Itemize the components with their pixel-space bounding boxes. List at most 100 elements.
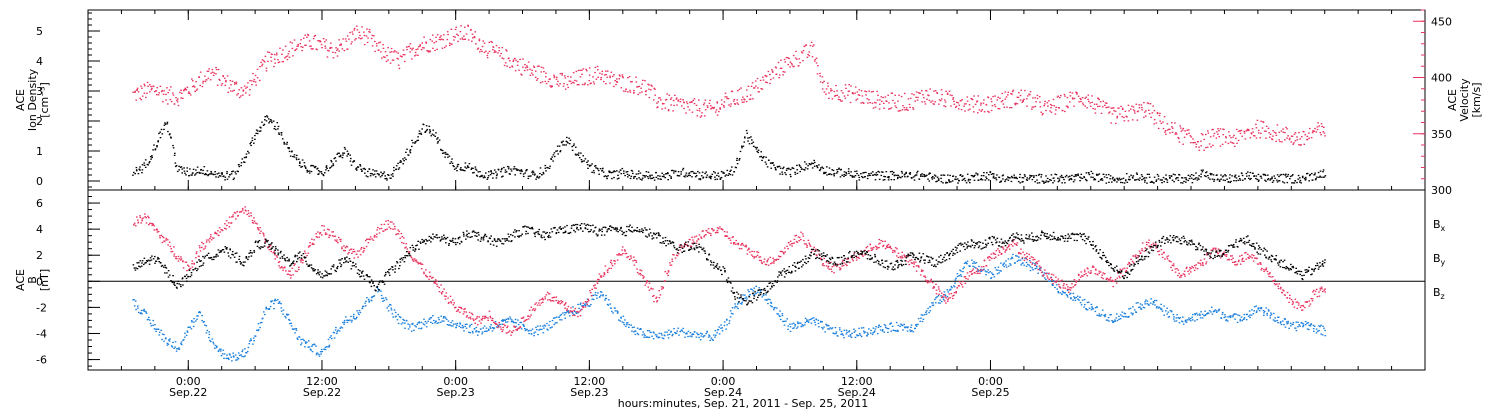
- point-velocity: [432, 47, 434, 49]
- point-density: [605, 176, 608, 178]
- point-velocity: [1263, 130, 1266, 132]
- point-by: [995, 269, 998, 271]
- point-density: [188, 174, 190, 177]
- point-density: [781, 171, 783, 173]
- point-by: [899, 325, 901, 328]
- point-density: [161, 133, 164, 135]
- point-density: [1248, 175, 1250, 177]
- point-density: [527, 177, 530, 180]
- point-by: [789, 326, 792, 328]
- point-by: [237, 352, 240, 354]
- point-density: [1291, 175, 1293, 177]
- point-by: [817, 319, 820, 321]
- point-by: [174, 341, 177, 343]
- point-velocity: [779, 67, 782, 69]
- point-density: [850, 171, 852, 173]
- point-by: [233, 356, 235, 358]
- point-density: [1221, 176, 1224, 178]
- point-velocity: [603, 80, 605, 83]
- point-velocity: [1053, 105, 1055, 107]
- point-density: [495, 177, 498, 179]
- point-by: [748, 291, 750, 293]
- point-density: [186, 170, 188, 172]
- point-velocity: [518, 69, 520, 71]
- point-velocity: [1131, 119, 1134, 121]
- point-velocity: [1255, 137, 1258, 139]
- point-density: [1161, 182, 1163, 184]
- point-density: [1155, 180, 1157, 182]
- point-by: [585, 304, 587, 307]
- point-velocity: [508, 57, 510, 59]
- point-density: [1079, 180, 1081, 182]
- point-velocity: [903, 107, 906, 109]
- point-density: [243, 161, 245, 163]
- point-density: [921, 173, 923, 175]
- point-velocity: [915, 91, 918, 93]
- point-velocity: [522, 58, 524, 60]
- point-bz: [339, 240, 342, 242]
- point-by: [987, 272, 990, 274]
- point-density: [219, 175, 222, 177]
- point-density: [630, 169, 633, 172]
- point-by: [446, 324, 449, 326]
- point-velocity: [509, 60, 511, 62]
- point-by: [617, 311, 619, 313]
- point-by: [324, 346, 327, 348]
- point-by: [311, 344, 314, 346]
- point-density: [198, 172, 201, 174]
- point-by: [734, 305, 737, 307]
- point-bz: [334, 239, 336, 241]
- point-bz: [360, 248, 362, 250]
- point-density: [940, 181, 943, 183]
- point-by: [925, 310, 928, 312]
- point-by: [463, 330, 465, 332]
- point-velocity: [390, 47, 393, 50]
- point-density: [1273, 175, 1275, 177]
- point-by: [1295, 321, 1298, 323]
- point-velocity: [1108, 106, 1110, 108]
- point-velocity: [545, 82, 548, 85]
- point-density: [483, 175, 486, 177]
- point-by: [259, 326, 261, 329]
- point-by: [936, 296, 938, 298]
- point-by: [673, 328, 675, 330]
- point-by: [1146, 300, 1149, 302]
- point-velocity: [1193, 142, 1195, 144]
- point-velocity: [249, 89, 251, 91]
- point-by: [1269, 315, 1272, 317]
- point-density: [135, 166, 138, 169]
- point-density: [475, 169, 478, 171]
- point-density: [888, 177, 890, 179]
- point-velocity: [605, 74, 607, 76]
- point-density: [714, 172, 716, 174]
- point-by: [315, 345, 317, 347]
- point-density: [157, 140, 159, 142]
- point-bz: [358, 250, 361, 252]
- point-density: [955, 178, 957, 181]
- point-by: [1189, 318, 1192, 320]
- point-density: [1253, 175, 1256, 177]
- point-by: [1155, 307, 1158, 309]
- point-by: [703, 335, 705, 337]
- point-velocity: [814, 58, 817, 61]
- point-density: [194, 174, 196, 176]
- point-bz: [251, 219, 254, 222]
- point-by: [170, 345, 173, 347]
- point-density: [774, 167, 776, 169]
- point-velocity: [949, 94, 952, 96]
- point-by: [666, 331, 668, 333]
- point-bz: [287, 273, 290, 275]
- point-by: [1299, 325, 1301, 327]
- point-velocity: [363, 34, 366, 37]
- point-density: [503, 166, 505, 169]
- point-density: [1300, 182, 1302, 184]
- point-bz: [180, 256, 182, 258]
- point-by: [1025, 261, 1028, 264]
- point-velocity: [324, 45, 327, 47]
- point-velocity: [1290, 141, 1293, 143]
- point-bz: [345, 245, 348, 247]
- point-density: [1285, 176, 1287, 178]
- point-density: [420, 132, 422, 134]
- point-by: [321, 350, 323, 353]
- point-by: [975, 262, 978, 264]
